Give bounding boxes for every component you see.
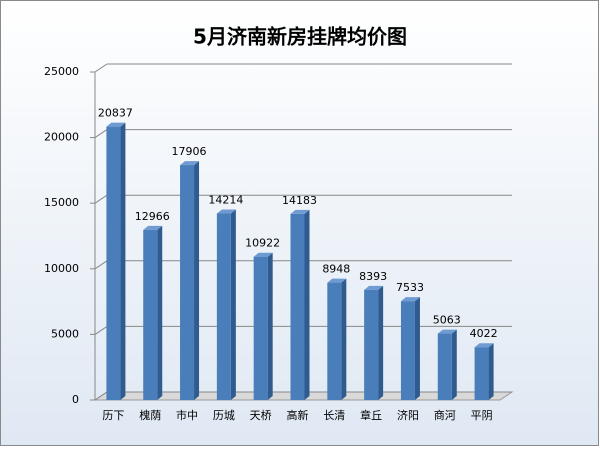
bar-top bbox=[216, 209, 236, 214]
bar-top bbox=[364, 285, 384, 290]
bar-side bbox=[414, 297, 420, 400]
bar-side bbox=[451, 329, 457, 400]
data-label: 12966 bbox=[135, 210, 170, 223]
bar-side bbox=[378, 285, 384, 400]
data-label: 4022 bbox=[470, 327, 498, 340]
data-label: 14214 bbox=[208, 194, 243, 207]
x-tick-label: 高新 bbox=[287, 408, 309, 422]
x-tick-label: 历城 bbox=[213, 409, 235, 422]
bar bbox=[327, 282, 342, 400]
x-tick-label: 历下 bbox=[102, 409, 124, 422]
grid-line bbox=[94, 194, 108, 204]
bar-top bbox=[327, 278, 347, 283]
bar bbox=[253, 256, 268, 400]
x-tick-label: 平阴 bbox=[471, 409, 493, 422]
y-tick-label: 15000 bbox=[44, 196, 79, 209]
bar-side bbox=[488, 343, 494, 400]
bar bbox=[364, 289, 379, 400]
bar bbox=[106, 126, 121, 400]
bar-side bbox=[304, 209, 310, 400]
bar-top bbox=[400, 297, 420, 302]
bar-side bbox=[341, 278, 347, 400]
data-label: 10922 bbox=[245, 237, 280, 250]
data-label: 14183 bbox=[282, 194, 317, 207]
y-tick-label: 0 bbox=[72, 393, 79, 406]
data-label: 5063 bbox=[433, 314, 461, 327]
bar-top bbox=[143, 225, 163, 230]
grid-line bbox=[94, 325, 108, 335]
x-tick-label: 章丘 bbox=[360, 408, 382, 422]
bar-side bbox=[157, 225, 163, 400]
bar bbox=[474, 347, 489, 400]
y-tick-label: 20000 bbox=[44, 131, 79, 144]
grid-line bbox=[94, 391, 108, 401]
bar-top bbox=[180, 161, 200, 166]
grid-line bbox=[94, 63, 108, 73]
bar-top bbox=[106, 122, 126, 127]
bar-side bbox=[194, 161, 200, 400]
x-tick-label: 槐荫 bbox=[139, 408, 161, 422]
bar-top bbox=[253, 252, 273, 257]
x-tick-label: 济阳 bbox=[397, 408, 419, 422]
bar-side bbox=[120, 122, 126, 400]
data-label: 8948 bbox=[322, 263, 350, 276]
y-tick-label: 10000 bbox=[44, 262, 79, 275]
bar-top bbox=[437, 329, 457, 334]
data-label: 7533 bbox=[396, 281, 424, 294]
bar bbox=[180, 165, 195, 400]
bar-top bbox=[474, 343, 494, 348]
bar-side bbox=[267, 252, 273, 400]
data-label: 20837 bbox=[98, 107, 133, 120]
bar-top bbox=[290, 209, 310, 214]
bar bbox=[290, 213, 305, 400]
data-label: 17906 bbox=[172, 145, 207, 158]
x-tick-label: 天桥 bbox=[250, 409, 272, 422]
bar bbox=[437, 333, 452, 400]
grid-line bbox=[94, 129, 108, 139]
data-label: 8393 bbox=[359, 270, 387, 283]
bar-side bbox=[230, 209, 236, 400]
x-tick-label: 长清 bbox=[323, 409, 345, 422]
y-tick-label: 25000 bbox=[44, 65, 79, 78]
x-tick-label: 商河 bbox=[434, 408, 456, 422]
y-tick-label: 5000 bbox=[51, 327, 79, 340]
bar bbox=[216, 213, 231, 400]
chart-title: 5月济南新房挂牌均价图 bbox=[193, 25, 407, 49]
x-tick-label: 市中 bbox=[176, 408, 198, 422]
bar bbox=[143, 229, 158, 400]
bar bbox=[400, 301, 415, 400]
grid-line bbox=[94, 260, 108, 270]
